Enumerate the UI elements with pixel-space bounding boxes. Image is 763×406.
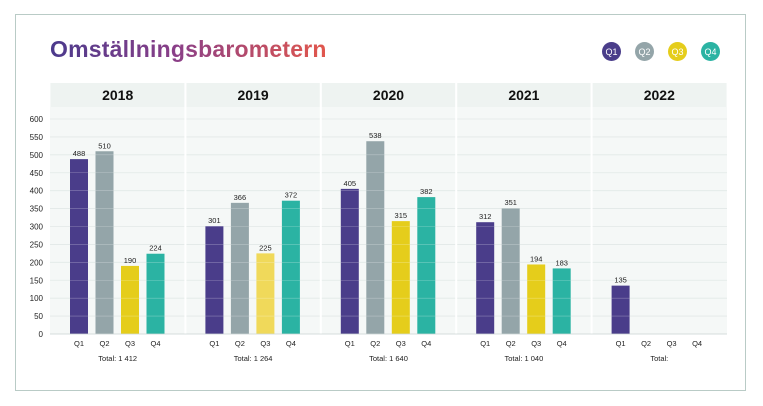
legend-item-q1: Q1 [602,42,621,61]
category-label: Q1 [345,339,355,348]
year-label: 2021 [508,87,539,103]
bar-2018-q2 [95,151,114,334]
bar-2022-q1 [611,285,630,334]
data-label: 366 [234,193,247,202]
brand-title: Omställningsbarometern [50,36,327,62]
bar-2019-q3 [256,253,275,334]
y-tick-label: 250 [30,240,44,249]
data-label: 510 [98,141,111,150]
y-tick-label: 50 [34,312,43,321]
year-label: 2022 [644,87,675,103]
category-label: Q1 [616,339,626,348]
category-label: Q1 [480,339,490,348]
bar-2021-q2 [501,208,520,334]
data-label: 224 [149,244,162,253]
bar-2020-q2 [366,141,385,334]
legend-item-q3: Q3 [668,42,687,61]
data-label: 194 [530,254,543,263]
bar-2021-q4 [552,268,571,334]
bar-2020-q4 [417,197,436,334]
year-header-band [592,83,726,107]
bar-2018-q1 [70,159,88,334]
bar-2020-q3 [391,221,410,334]
category-label: Q3 [667,339,677,348]
total-label: Total: 1 040 [505,354,544,363]
category-label: Q1 [209,339,219,348]
year-label: 2019 [238,87,269,103]
data-label: 183 [555,258,568,267]
category-label: Q3 [125,339,135,348]
total-label: Total: 1 640 [369,354,408,363]
category-label: Q4 [557,339,567,348]
category-label: Q1 [74,339,84,348]
year-label: 2020 [373,87,404,103]
data-label: 301 [208,216,221,225]
data-label: 372 [285,191,298,200]
data-label: 312 [479,212,492,221]
y-tick-label: 500 [30,151,44,160]
y-tick-label: 600 [30,115,44,124]
category-label: Q2 [370,339,380,348]
category-label: Q4 [150,339,160,348]
total-label: Total: [650,354,668,363]
category-label: Q3 [260,339,270,348]
year-label: 2018 [102,87,133,103]
category-label: Q4 [692,339,702,348]
data-label: 538 [369,131,382,140]
data-label: 488 [73,149,86,158]
category-label: Q2 [99,339,109,348]
year-header-band [186,83,320,107]
bar-2018-q3 [121,265,139,334]
data-label: 382 [420,187,433,196]
data-label: 190 [124,256,137,265]
bar-2021-q3 [527,264,546,334]
year-header-band [457,83,591,107]
bar-2019-q1 [205,226,224,334]
bar-2020-q1 [340,188,359,334]
y-tick-label: 200 [30,258,44,267]
category-label: Q3 [396,339,406,348]
data-label: 225 [259,243,272,252]
y-tick-label: 300 [30,223,44,232]
category-label: Q2 [506,339,516,348]
bar-2018-q4 [146,253,165,334]
bar-2019-q2 [230,202,249,334]
y-tick-label: 0 [39,330,44,339]
data-label: 315 [395,211,408,220]
year-header-band [51,83,185,107]
y-tick-label: 400 [30,187,44,196]
y-tick-label: 100 [30,294,44,303]
y-tick-label: 450 [30,169,44,178]
total-label: Total: 1 412 [98,354,137,363]
category-label: Q3 [531,339,541,348]
data-label: 351 [504,198,517,207]
year-header-band [321,83,456,107]
data-label: 135 [614,276,627,285]
legend-item-q2: Q2 [635,42,654,61]
category-label: Q2 [641,339,651,348]
y-tick-label: 550 [30,133,44,142]
y-tick-label: 150 [30,276,44,285]
y-tick-label: 350 [30,205,44,214]
category-label: Q4 [286,339,296,348]
category-label: Q2 [235,339,245,348]
data-label: 405 [344,179,357,188]
bar-2019-q4 [281,200,300,334]
total-label: Total: 1 264 [234,354,273,363]
bar-2021-q1 [476,222,495,334]
chart-legend: Q1 Q2 Q3 Q4 [602,42,720,61]
category-label: Q4 [421,339,431,348]
legend-item-q4: Q4 [701,42,720,61]
